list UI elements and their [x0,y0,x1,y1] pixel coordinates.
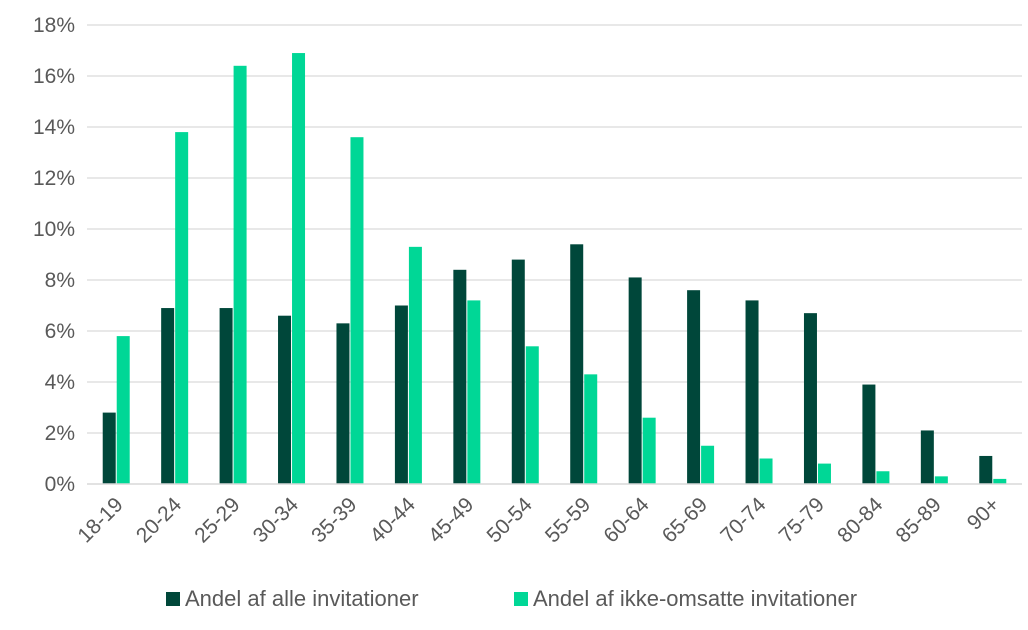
bar-not-converted-85-89 [934,476,948,484]
y-tick-label: 0% [45,473,75,496]
bar-all-65-69 [687,290,701,484]
bar-not-converted-65-69 [701,445,715,484]
bar-not-converted-30-34 [292,53,306,485]
bar-all-75-79 [803,313,817,484]
bar-all-45-49 [453,269,467,484]
bar-all-40-44 [394,305,408,484]
bar-all-60-64 [628,277,642,484]
bar-all-50-54 [511,259,525,484]
bar-all-25-29 [219,308,233,484]
x-tick-label: 80-84 [833,493,887,547]
bar-not-converted-20-24 [175,132,189,484]
bar-not-converted-90+ [993,478,1007,484]
bar-not-converted-18-19 [116,336,130,484]
x-axis-tick-labels: 18-19 20-24 25-29 30-34 35-39 40-44 45-49 50-54… [73,493,1004,547]
y-axis-tick-labels: 0% 2% 4% 6% 8% 10% 12% 14% 16% 18% [33,14,75,496]
bar-not-converted-25-29 [233,65,247,485]
bar-all-20-24 [161,308,175,484]
legend-label: Andel af ikke-omsatte invitationer [533,586,857,611]
bar-not-converted-40-44 [408,246,422,484]
bar-all-30-34 [278,315,292,484]
x-tick-label: 85-89 [892,493,946,547]
bar-not-converted-35-39 [350,137,364,484]
legend-swatch [514,592,528,606]
bar-not-converted-55-59 [584,374,598,484]
y-tick-label: 16% [33,65,75,88]
bar-all-18-19 [102,412,116,484]
y-tick-label: 2% [45,422,75,445]
y-tick-label: 6% [45,320,75,343]
x-tick-label: 30-34 [249,493,303,547]
x-tick-label: 20-24 [132,493,186,547]
x-tick-label: 18-19 [73,493,127,547]
bar-all-70-74 [745,300,759,484]
bar-not-converted-50-54 [525,346,539,484]
x-tick-label: 75-79 [775,493,829,547]
bar-not-converted-45-49 [467,300,481,484]
x-tick-label: 45-49 [424,493,478,547]
y-tick-label: 8% [45,269,75,292]
y-tick-label: 14% [33,116,75,139]
bar-all-55-59 [570,244,584,484]
bar-all-35-39 [336,323,350,484]
bar-not-converted-75-79 [817,463,831,484]
y-tick-label: 10% [33,218,75,241]
x-tick-label: 90+ [963,493,1004,534]
legend-swatch [166,592,180,606]
x-tick-label: 35-39 [307,493,361,547]
bar-not-converted-60-64 [642,417,656,484]
y-tick-label: 4% [45,371,75,394]
x-tick-label: 55-59 [541,493,595,547]
x-tick-label: 60-64 [599,493,653,547]
bar-all-90+ [979,455,993,484]
legend-label: Andel af alle invitationer [185,586,419,611]
y-tick-label: 12% [33,167,75,190]
bar-not-converted-70-74 [759,458,773,484]
bar-not-converted-80-84 [876,471,890,484]
x-tick-label: 40-44 [366,493,420,547]
bar-all-85-89 [920,430,934,484]
bars [102,53,1007,485]
bar-all-80-84 [862,384,876,484]
x-tick-label: 25-29 [190,493,244,547]
x-tick-label: 65-69 [658,493,712,547]
legend: Andel af alle invitationer Andel af ikke-… [166,586,857,611]
y-tick-label: 18% [33,14,75,37]
x-tick-label: 70-74 [716,493,770,547]
x-tick-label: 50-54 [482,493,536,547]
